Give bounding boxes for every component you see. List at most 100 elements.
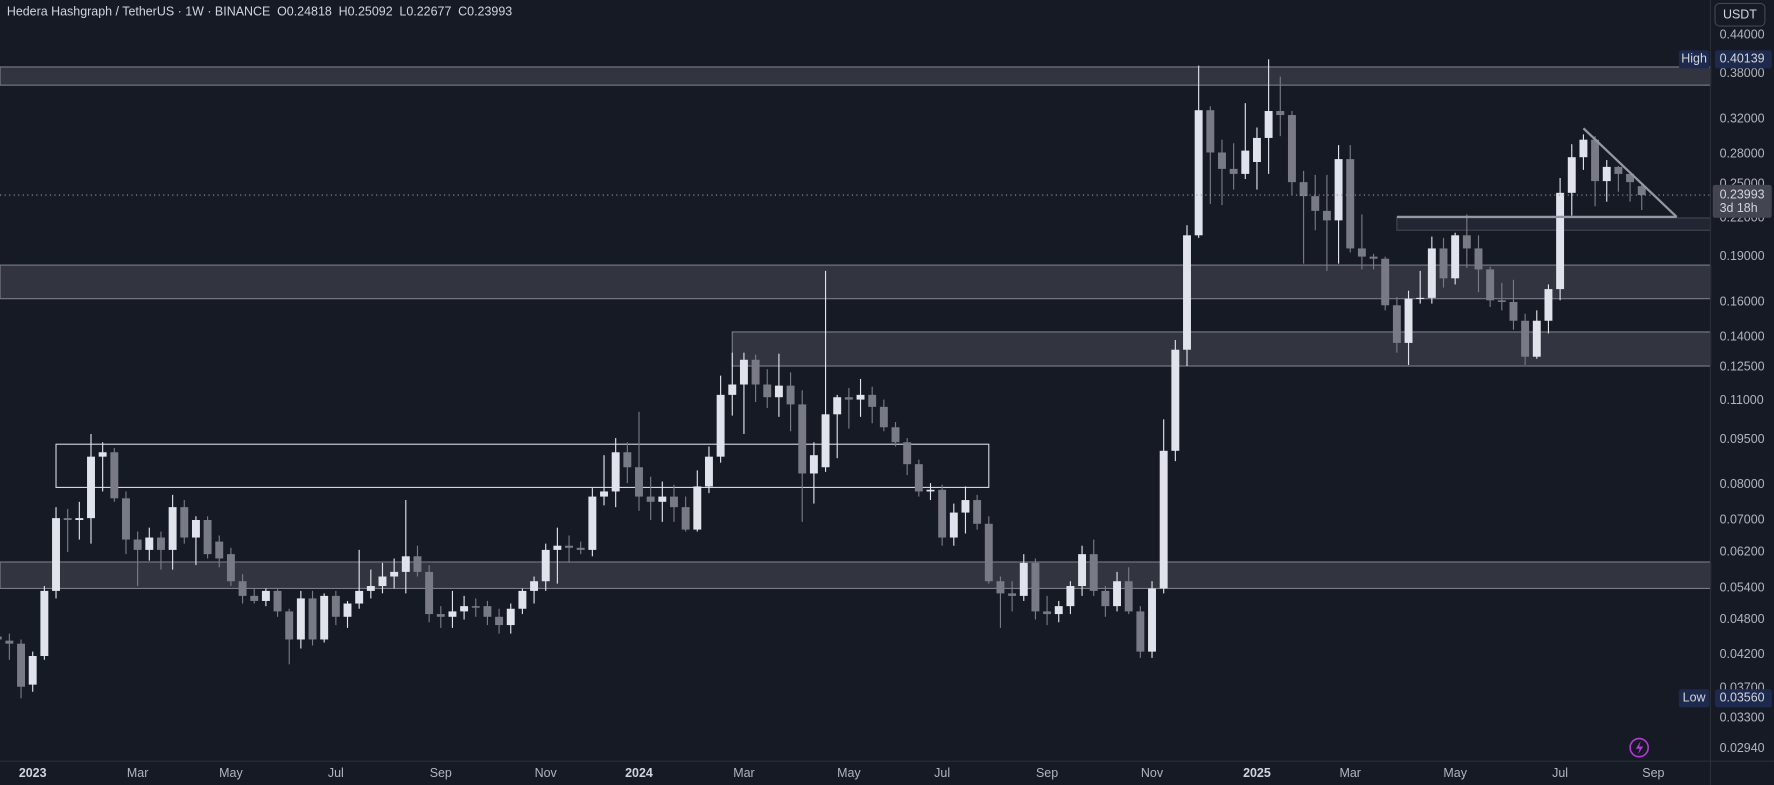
- candle-body: [448, 611, 457, 617]
- candle-body: [1369, 256, 1378, 259]
- header: Hedera Hashgraph / TetherUS · 1W · BINAN…: [7, 5, 512, 19]
- x-tick-label: Mar: [127, 766, 148, 780]
- candle-body: [1521, 320, 1530, 357]
- y-tick-label: 0.44000: [1720, 27, 1765, 41]
- candle-body: [133, 539, 142, 550]
- candle-body: [1113, 581, 1122, 607]
- x-tick-label: Sep: [430, 766, 452, 780]
- bar-countdown: 3d 18h: [1720, 201, 1758, 215]
- candle-body: [1136, 611, 1145, 652]
- candle-body: [1054, 606, 1063, 615]
- candle-body: [1544, 289, 1553, 321]
- zone: [55, 443, 990, 488]
- y-tick-label: 0.07000: [1720, 512, 1765, 526]
- candle-body: [809, 455, 818, 474]
- candle-body: [1462, 235, 1471, 249]
- candle-body: [378, 576, 387, 587]
- candle-body: [868, 394, 877, 407]
- candles: [0, 59, 1646, 699]
- y-tick-label: 0.02940: [1720, 741, 1765, 755]
- y-tick-label: 0.38000: [1720, 66, 1765, 80]
- zone: [731, 331, 1712, 367]
- candle-body: [40, 590, 49, 656]
- x-tick-label: 2024: [625, 766, 653, 780]
- candle-body: [588, 496, 597, 550]
- candle-body: [63, 518, 72, 521]
- y-tick-label: 0.09500: [1720, 432, 1765, 446]
- high-marker-value: 0.40139: [1720, 52, 1765, 66]
- candle-body: [1392, 305, 1401, 343]
- zone: [0, 66, 1712, 86]
- candle-body: [1614, 166, 1623, 174]
- x-tick-label: Nov: [1141, 766, 1164, 780]
- x-tick-label: 2023: [19, 766, 47, 780]
- candle-body: [903, 442, 912, 465]
- candle-body: [833, 397, 842, 415]
- candle-body: [611, 452, 620, 492]
- zone: [0, 561, 1712, 590]
- candle-body: [98, 452, 107, 457]
- candle-body: [530, 581, 539, 591]
- ohlc-label: H: [339, 5, 348, 19]
- candle-body: [226, 554, 235, 582]
- candle-body: [436, 614, 445, 617]
- candle-body: [1218, 152, 1226, 169]
- candle-body: [774, 385, 783, 398]
- candle-body: [1019, 562, 1028, 596]
- y-tick-label: 0.11000: [1720, 393, 1764, 407]
- candle-body: [681, 507, 690, 530]
- low-marker-label: Low: [1683, 691, 1707, 705]
- candle-body: [716, 394, 725, 457]
- candle-body: [168, 507, 177, 550]
- y-tick-label: 0.12500: [1720, 359, 1765, 373]
- candle-body: [996, 581, 1005, 594]
- current-price-tag: [1712, 184, 1772, 218]
- candle-body: [1311, 196, 1320, 211]
- candle-body: [495, 616, 504, 626]
- y-tick-label: 0.04200: [1720, 647, 1765, 661]
- candle-body: [1591, 139, 1600, 182]
- candle-body: [1206, 110, 1215, 153]
- candle-body: [122, 498, 130, 540]
- candle-body: [156, 537, 165, 550]
- candle-body: [879, 406, 888, 428]
- x-tick-label: May: [219, 766, 243, 780]
- ohlc-value: 0.22677: [406, 5, 451, 19]
- y-tick-label: 0.19000: [1720, 249, 1765, 263]
- x-tick-label: Sep: [1642, 766, 1664, 780]
- candle-body: [425, 571, 434, 615]
- candle-body: [600, 491, 608, 497]
- alert-icon-bolt[interactable]: [1635, 740, 1644, 755]
- zones: [0, 66, 1712, 590]
- x-tick-label: May: [837, 766, 861, 780]
- candle-body: [1322, 210, 1331, 221]
- alert-icon-ring[interactable]: [1629, 737, 1650, 758]
- ohlc-value: 0.23993: [467, 5, 512, 19]
- candle-body: [1066, 586, 1075, 607]
- candle-body: [1101, 590, 1110, 607]
- candle-body: [926, 489, 935, 492]
- currency-button[interactable]: USDT: [1714, 2, 1766, 27]
- currency-label[interactable]: USDT: [1723, 8, 1757, 22]
- currency-button-frame[interactable]: [1714, 2, 1766, 27]
- candle-body: [285, 611, 294, 640]
- ohlc-label: L: [399, 5, 406, 19]
- candle-body: [1276, 111, 1285, 116]
- candle-body: [1556, 192, 1565, 290]
- candle-body: [320, 595, 329, 640]
- candle-body: [1299, 182, 1308, 197]
- candle-body: [75, 518, 84, 521]
- candle-body: [961, 500, 970, 513]
- alert-icon[interactable]: [1629, 737, 1650, 758]
- current-price-value: 0.23993: [1720, 187, 1765, 201]
- candle-body: [635, 467, 643, 497]
- low-marker-tag: [1678, 689, 1710, 708]
- candle-body: [1626, 173, 1635, 183]
- candle-body: [1451, 235, 1460, 279]
- zone: [1396, 217, 1712, 231]
- candle-body: [1183, 235, 1191, 350]
- candle-body: [541, 549, 550, 582]
- x-tick-label: Sep: [1036, 766, 1058, 780]
- candle-body: [891, 427, 900, 443]
